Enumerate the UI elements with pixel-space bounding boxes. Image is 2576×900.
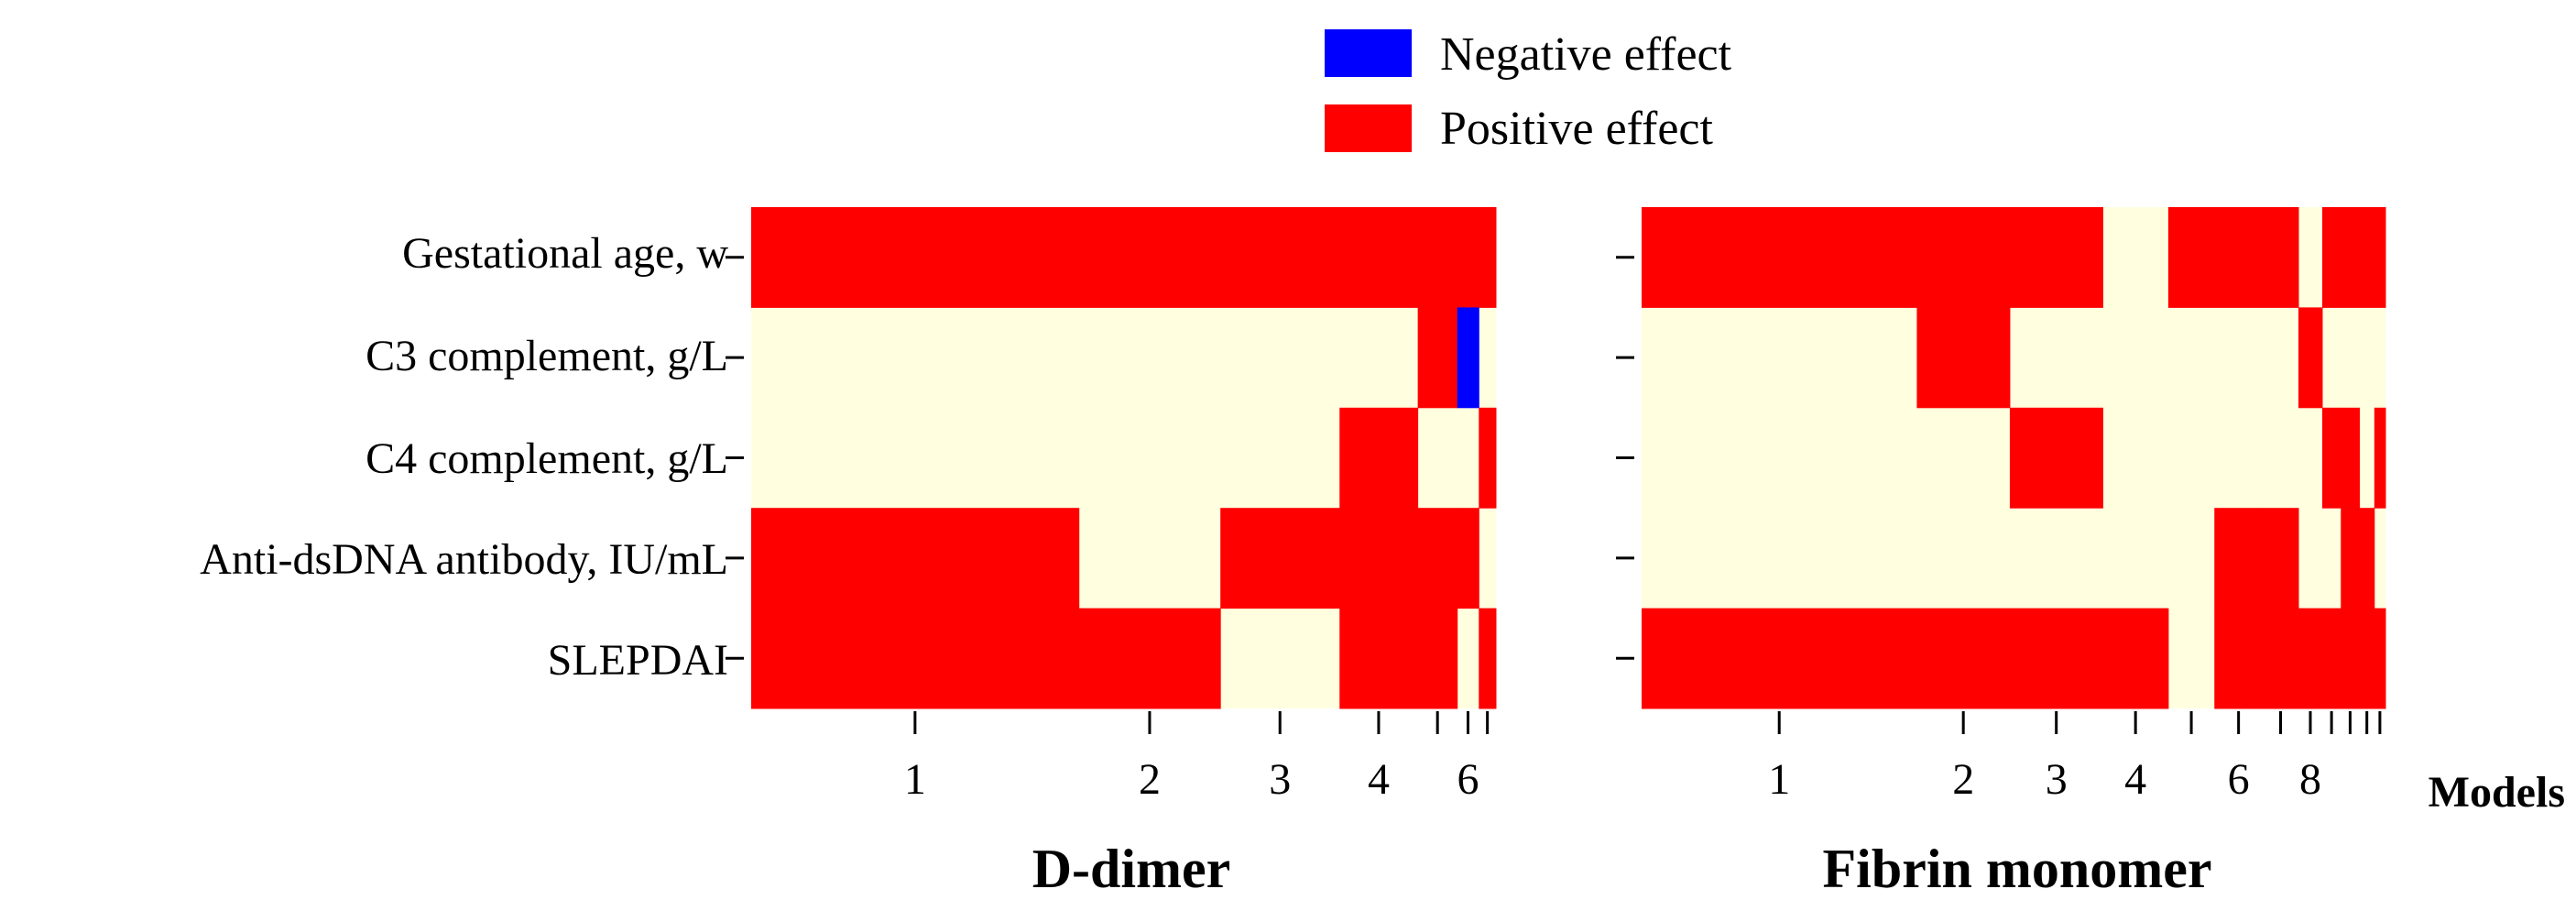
heatmap-cell-model-3-row-0 — [2009, 207, 2103, 308]
x-tick-label: 6 — [1457, 755, 1479, 804]
heatmap-cell-model-5-row-0 — [1417, 207, 1458, 308]
heatmap-cell-model-1-row-0 — [1642, 207, 1917, 308]
heatmap-cell-model-2-row-1 — [1916, 307, 2011, 409]
heatmap-cell-model-10-row-0 — [2341, 207, 2361, 308]
x-tick-label: 3 — [2046, 755, 2068, 804]
x-tick-label: 2 — [1952, 755, 1974, 804]
heatmap-cell-model-6-row-3 — [2214, 508, 2264, 609]
row-label-anti-dsdna: Anti-dsDNA antibody, IU/mL — [200, 535, 728, 584]
heatmap-cell-model-11-row-4 — [2359, 608, 2375, 709]
heatmap-cell-model-4-row-4 — [2102, 608, 2169, 709]
heatmap-cell-model-3-row-3 — [1220, 508, 1340, 609]
x-tick-label: 4 — [1368, 755, 1390, 804]
legend-label-negative: Negative effect — [1440, 28, 1732, 81]
heatmap-cell-model-4-row-0 — [1339, 207, 1419, 308]
heatmap-cell-model-6-row-0 — [1457, 207, 1479, 308]
panel-title-d-dimer: D-dimer — [1032, 839, 1231, 899]
row-label-c4-complement: C4 complement, g/L — [366, 434, 728, 483]
x-tick-label: 3 — [1269, 755, 1291, 804]
heatmap-cell-model-1-row-4 — [751, 608, 1080, 709]
x-tick-label: 4 — [2124, 755, 2146, 804]
heatmap-cell-model-9-row-0 — [2321, 207, 2341, 308]
legend-swatch-positive — [1325, 104, 1412, 152]
heatmap-cell-model-10-row-2 — [2341, 407, 2361, 509]
heatmap-cell-model-2-row-0 — [1916, 207, 2011, 308]
heatmap-cell-model-9-row-4 — [2321, 608, 2341, 709]
heatmap-cell-model-9-row-2 — [2321, 407, 2341, 509]
heatmap-cell-model-7-row-2 — [1479, 407, 1497, 509]
x-tick-label: 1 — [904, 755, 926, 804]
heatmap-cell-model-5-row-0 — [2167, 207, 2215, 308]
heatmap-cell-model-7-row-0 — [1479, 207, 1497, 308]
heatmap-cell-model-3-row-0 — [1220, 207, 1340, 308]
legend-label-positive: Positive effect — [1440, 103, 1714, 155]
heatmap-cell-model-1-row-4 — [1642, 608, 1917, 709]
heatmap-cell-model-5-row-4 — [1417, 608, 1458, 709]
panel-d-dimer: 1 2 3 4 6 — [726, 207, 1497, 804]
row-labels: Gestational age, w C3 complement, g/L C4… — [200, 229, 728, 685]
row-label-gestational-age: Gestational age, w — [402, 229, 728, 278]
heatmap-cell-model-7-row-0 — [2263, 207, 2299, 308]
x-axis-label: Models — [2429, 768, 2565, 817]
heatmap-cell-model-6-row-1 — [1457, 307, 1479, 409]
x-tick-label: 1 — [1768, 755, 1790, 804]
heatmap-cell-model-2-row-4 — [1916, 608, 2011, 709]
heatmap-cell-model-8-row-4 — [2298, 608, 2323, 709]
heatmap-cell-model-10-row-4 — [2341, 608, 2361, 709]
row-label-slepdai: SLEPDAI — [548, 636, 728, 685]
heatmap-cell-model-1-row-0 — [751, 207, 1080, 308]
heatmap-cell-model-2-row-0 — [1078, 207, 1221, 308]
x-tick-label: 2 — [1139, 755, 1161, 804]
heatmap-cell-model-7-row-4 — [1479, 608, 1497, 709]
heatmap-cell-model-7-row-3 — [2263, 508, 2299, 609]
heatmap-cell-model-6-row-3 — [1457, 508, 1479, 609]
heatmap-cell-model-4-row-2 — [1339, 407, 1419, 509]
heatmap-cell-model-8-row-1 — [2298, 307, 2323, 409]
heatmap-cell-model-2-row-4 — [1078, 608, 1221, 709]
x-tick-label: 6 — [2228, 755, 2250, 804]
heatmap-cell-model-11-row-3 — [2359, 508, 2375, 609]
heatmap-cell-model-7-row-4 — [2263, 608, 2299, 709]
legend-swatch-negative — [1325, 29, 1412, 77]
heatmap-cell-model-1-row-3 — [751, 508, 1080, 609]
heatmap-cell-model-10-row-3 — [2341, 508, 2361, 609]
panel-title-fibrin-monomer: Fibrin monomer — [1823, 839, 2212, 899]
heatmap-cell-model-6-row-4 — [2214, 608, 2264, 709]
heatmap-cell-model-12-row-2 — [2374, 407, 2386, 509]
heatmap-cell-model-11-row-0 — [2359, 207, 2375, 308]
heatmap-cell-model-6-row-0 — [2214, 207, 2264, 308]
row-label-c3-complement: C3 complement, g/L — [366, 332, 728, 380]
heatmap-cell-model-5-row-1 — [1417, 307, 1458, 409]
heatmap-cell-model-5-row-3 — [1417, 508, 1458, 609]
heatmap-cell-model-12-row-0 — [2374, 207, 2386, 308]
x-tick-label: 8 — [2299, 755, 2321, 804]
heatmap-cell-model-12-row-4 — [2374, 608, 2386, 709]
legend: Negative effect Positive effect — [1325, 28, 1732, 155]
heatmap-cell-model-4-row-3 — [1339, 508, 1419, 609]
heatmap-cell-model-3-row-2 — [2009, 407, 2103, 509]
heatmap-cell-model-3-row-4 — [2009, 608, 2103, 709]
heatmap-cell-model-4-row-4 — [1339, 608, 1419, 709]
